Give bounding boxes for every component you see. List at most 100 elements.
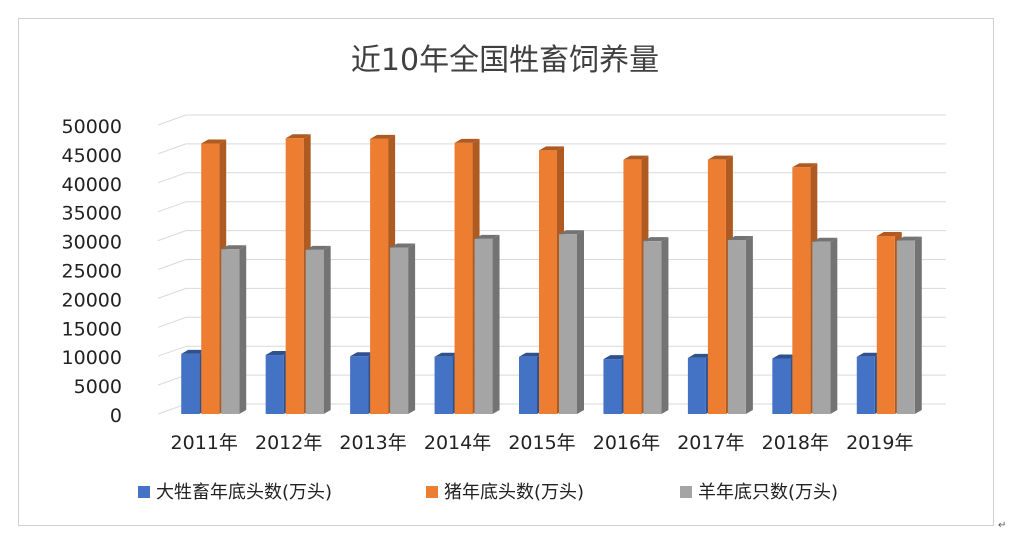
y-tick-label: 40000 bbox=[62, 174, 122, 196]
x-tick-label: 2014年 bbox=[424, 432, 491, 454]
bar-front bbox=[707, 159, 726, 414]
x-tick-label: 2015年 bbox=[508, 432, 575, 454]
bar-front bbox=[454, 142, 473, 414]
gridline-10 bbox=[157, 114, 946, 126]
bar-2-2 bbox=[390, 243, 416, 414]
bar-front bbox=[265, 355, 284, 414]
y-tick-label: 15000 bbox=[62, 318, 122, 340]
bar-top bbox=[474, 234, 500, 239]
legend-label: 大牲畜年底头数(万头) bbox=[156, 482, 332, 503]
legend-swatch bbox=[680, 486, 692, 498]
bar-front bbox=[539, 150, 557, 414]
bar-top bbox=[285, 134, 311, 139]
bar-top bbox=[643, 237, 669, 242]
bar-front bbox=[201, 143, 220, 414]
bar-2-8 bbox=[896, 236, 922, 414]
bar-front bbox=[623, 159, 642, 414]
bar-top bbox=[265, 351, 291, 356]
bar-top bbox=[623, 155, 649, 160]
bar-front bbox=[643, 241, 662, 414]
bar-front bbox=[519, 356, 537, 414]
x-axis-ticks: 2011年 2012年 2013年 2014年 2015年 2016年 2017年 2018年… bbox=[171, 432, 914, 454]
bar-front bbox=[792, 167, 811, 414]
x-tick-label: 2012年 bbox=[255, 432, 322, 454]
bar-top bbox=[539, 146, 564, 151]
bar-top bbox=[687, 353, 713, 358]
chart-title: 近10年全国牲畜饲养量 bbox=[351, 43, 659, 78]
bar-top bbox=[876, 231, 902, 236]
legend: 大牲畜年底头数(万头) 猪年底头数(万头) 羊年底只数(万头) bbox=[138, 482, 838, 503]
bar-side bbox=[745, 236, 753, 414]
bar-top bbox=[434, 352, 460, 357]
bar-0-8 bbox=[856, 352, 882, 414]
bar-top bbox=[181, 349, 207, 354]
gridline-7 bbox=[157, 201, 946, 213]
y-tick-label: 20000 bbox=[62, 289, 122, 311]
bar-top bbox=[812, 237, 838, 242]
bar-front bbox=[390, 247, 409, 414]
bar-2-3 bbox=[474, 234, 500, 414]
legend-swatch bbox=[426, 486, 438, 498]
bar-front bbox=[603, 359, 622, 414]
bar-top bbox=[792, 163, 818, 168]
legend-swatch bbox=[138, 486, 150, 498]
bar-side bbox=[577, 230, 584, 414]
y-tick-label: 50000 bbox=[62, 116, 122, 138]
bar-front bbox=[221, 249, 240, 414]
bar-top bbox=[519, 352, 544, 357]
bar-side bbox=[492, 234, 500, 414]
legend-item-0: 大牲畜年底头数(万头) bbox=[138, 482, 332, 503]
bar-side bbox=[323, 245, 331, 414]
bar-side bbox=[239, 245, 247, 414]
bar-top bbox=[370, 134, 396, 139]
bar-top bbox=[896, 236, 922, 241]
bar-front bbox=[772, 358, 791, 414]
bar-top bbox=[707, 155, 733, 160]
bar-2-4 bbox=[559, 230, 584, 414]
x-tick-label: 2016年 bbox=[593, 432, 660, 454]
x-tick-label: 2011年 bbox=[171, 432, 238, 454]
gridline-9 bbox=[157, 143, 946, 155]
gridline-8 bbox=[157, 172, 946, 184]
x-tick-label: 2017年 bbox=[677, 432, 744, 454]
y-axis-ticks: 0 5000 10000 15000 20000 25000 30000 35000 40000… bbox=[62, 116, 122, 427]
bar-front bbox=[474, 238, 493, 414]
bar-top bbox=[350, 352, 376, 357]
bar-top bbox=[727, 236, 753, 241]
legend-item-1: 猪年底头数(万头) bbox=[426, 482, 584, 503]
x-tick-label: 2019年 bbox=[846, 432, 913, 454]
y-tick-label: 10000 bbox=[62, 347, 122, 369]
bar-side bbox=[408, 243, 416, 414]
gridline-5 bbox=[157, 259, 946, 270]
bar-front bbox=[305, 249, 324, 414]
bar-side bbox=[830, 237, 838, 414]
bar-top bbox=[221, 245, 247, 250]
bar-top bbox=[856, 352, 882, 357]
gridline-2 bbox=[157, 345, 946, 357]
y-tick-label: 5000 bbox=[74, 376, 122, 398]
y-tick-label: 45000 bbox=[62, 145, 122, 167]
bar-2-6 bbox=[727, 236, 753, 414]
bar-front bbox=[434, 356, 453, 414]
bar-front bbox=[687, 357, 706, 414]
y-tick-label: 35000 bbox=[62, 203, 122, 225]
gridline-6 bbox=[157, 230, 946, 242]
bar-front bbox=[856, 356, 875, 414]
bar-top bbox=[201, 139, 227, 144]
bar-front bbox=[370, 138, 389, 414]
legend-label: 羊年底只数(万头) bbox=[698, 482, 838, 503]
bar-front bbox=[350, 356, 369, 414]
bar-2-0 bbox=[221, 245, 247, 414]
paragraph-mark: ↵ bbox=[998, 520, 1007, 531]
bar-side bbox=[661, 237, 669, 414]
gridline-3 bbox=[157, 316, 946, 328]
bars bbox=[181, 134, 922, 414]
legend-label: 猪年底头数(万头) bbox=[444, 482, 584, 503]
y-tick-label: 25000 bbox=[62, 261, 122, 283]
bar-1-0 bbox=[201, 139, 227, 414]
bar-front bbox=[812, 241, 831, 414]
y-tick-label: 0 bbox=[110, 405, 122, 427]
bar-top bbox=[454, 138, 480, 143]
bar-2-5 bbox=[643, 237, 669, 414]
